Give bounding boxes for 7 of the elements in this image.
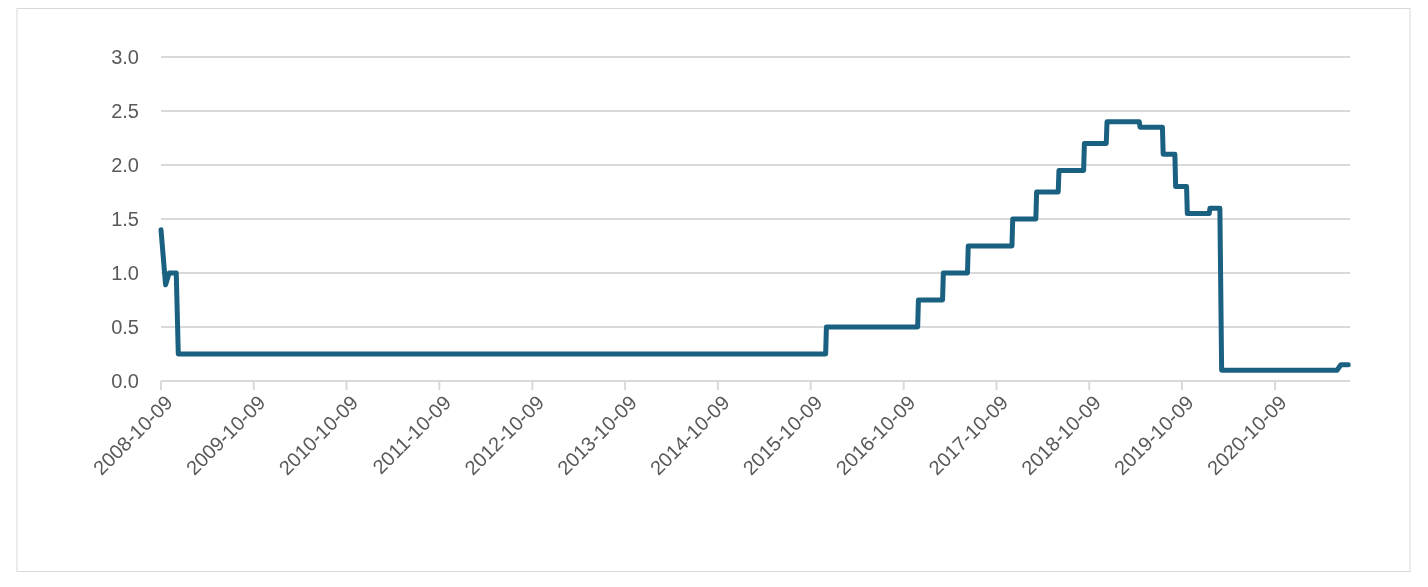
- y-tick-label: 1.5: [111, 208, 139, 230]
- y-tick-label: 0.0: [111, 370, 139, 392]
- y-tick-label: 2.0: [111, 154, 139, 176]
- y-tick-label: 1.0: [111, 262, 139, 284]
- y-tick-label: 2.5: [111, 100, 139, 122]
- y-tick-label: 3.0: [111, 46, 139, 68]
- y-tick-label: 0.5: [111, 316, 139, 338]
